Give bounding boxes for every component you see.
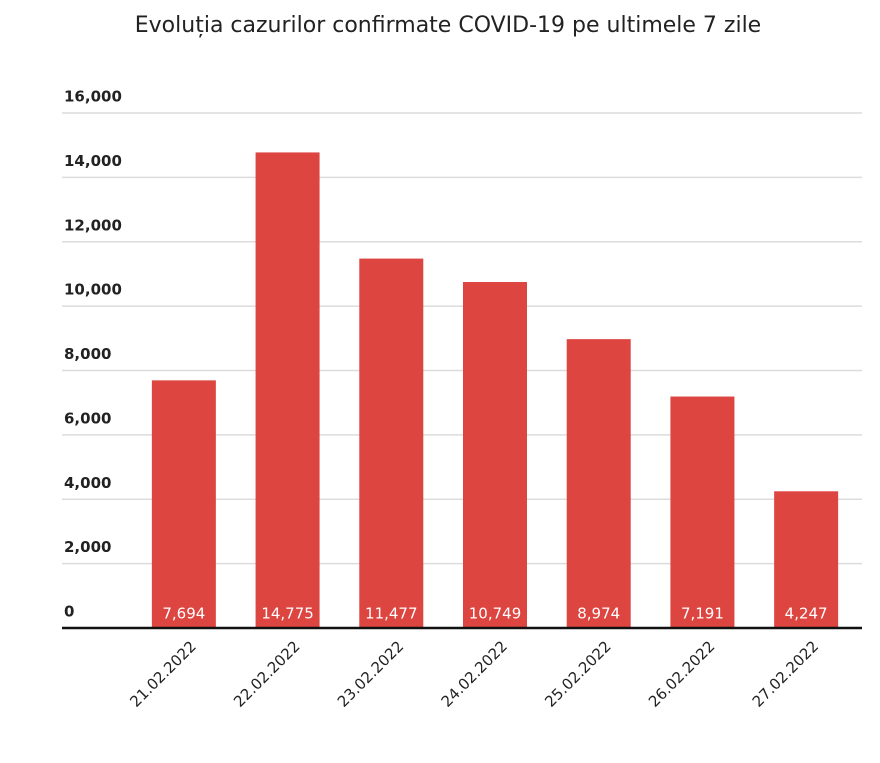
y-tick-label: 4,000 — [64, 474, 111, 492]
bar — [151, 380, 216, 628]
bar — [463, 282, 527, 628]
x-tick-label: 25.02.2022 — [541, 637, 614, 710]
value-label: 4,247 — [785, 605, 828, 623]
y-tick-label: 2,000 — [64, 538, 111, 556]
bar — [255, 152, 320, 628]
value-label: 10,749 — [469, 605, 522, 623]
y-tick-label: 8,000 — [64, 345, 111, 363]
y-tick-label: 10,000 — [64, 281, 122, 299]
x-tick-label: 26.02.2022 — [645, 637, 718, 710]
x-tick-label: 24.02.2022 — [438, 637, 511, 710]
bar — [566, 339, 631, 628]
y-tick-label: 16,000 — [64, 88, 122, 106]
value-label: 14,775 — [261, 605, 314, 623]
bar — [774, 491, 839, 628]
x-tick-label: 23.02.2022 — [334, 637, 407, 710]
value-label: 8,974 — [577, 605, 620, 623]
value-label: 7,191 — [681, 605, 724, 623]
y-tick-label: 12,000 — [64, 216, 122, 234]
x-tick-label: 22.02.2022 — [230, 637, 303, 710]
x-tick-label: 27.02.2022 — [749, 637, 822, 710]
y-tick-label: 0 — [64, 603, 74, 621]
chart-title: Evoluția cazurilor confirmate COVID-19 p… — [135, 13, 761, 38]
y-tick-label: 14,000 — [64, 152, 122, 170]
value-label: 11,477 — [365, 605, 418, 623]
bar — [359, 258, 424, 628]
bar — [670, 396, 735, 628]
y-tick-label: 6,000 — [64, 409, 111, 427]
value-label: 7,694 — [162, 605, 205, 623]
x-tick-label: 21.02.2022 — [126, 637, 199, 710]
